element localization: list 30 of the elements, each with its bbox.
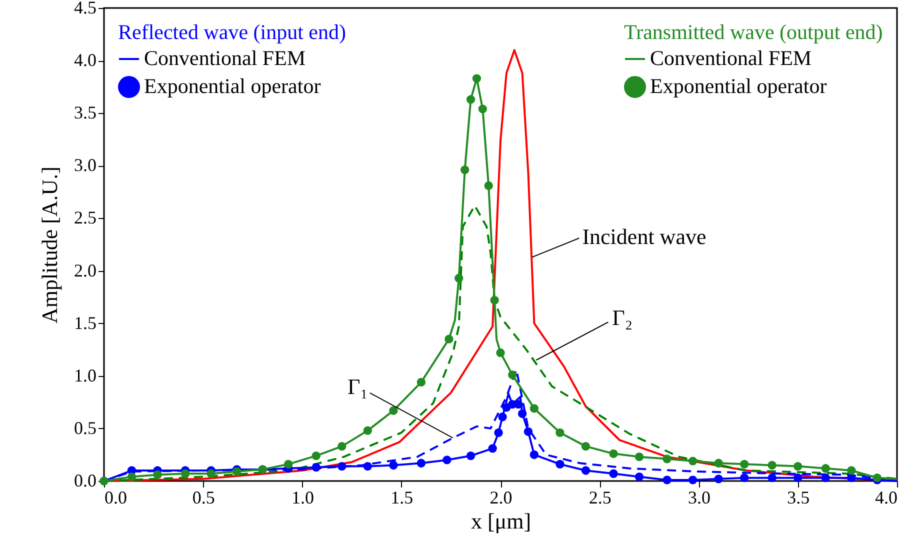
x-tick-label: 1.0 (292, 488, 314, 508)
y-tick-label: 1.5 (74, 312, 96, 333)
text: Reflected wave (input end) (118, 20, 346, 44)
x-tick-label: 2.0 (490, 488, 512, 508)
y-tick-label: 4.5 (74, 0, 96, 18)
x-tick-label: 3.0 (688, 488, 710, 508)
legend-label: Exponential operator (650, 74, 827, 98)
y-tick-label: 3.5 (74, 102, 96, 123)
y-tick-label: 2.0 (74, 260, 96, 280)
legend-label: Conventional FEM (650, 46, 812, 70)
y-tick-label: 1.0 (74, 365, 96, 386)
y-tick-label: 3.0 (74, 155, 96, 176)
x-tick-label: 0.5 (192, 488, 215, 508)
y-tick-label: 0.0 (74, 470, 96, 490)
legend-label: Exponential operator (144, 74, 321, 98)
x-tick-label: 3.5 (787, 488, 810, 508)
annotation: Incident wave (582, 224, 706, 250)
x-tick-label: 2.5 (588, 488, 612, 508)
text: Transmitted wave (output end) (624, 20, 883, 44)
x-tick-label: 0.0 (104, 488, 127, 508)
x-tick-label: 4.0 (875, 488, 898, 508)
y-tick-label: 2.5 (74, 208, 96, 228)
annotation: Γ₂ (612, 305, 633, 330)
annotation: Γ₁ (348, 374, 368, 399)
y-tick-label: 4.0 (74, 50, 96, 70)
x-axis-title: x [μm] (470, 508, 532, 534)
y-tick-label: 0.5 (74, 418, 96, 438)
x-tick-label: 1.5 (390, 488, 414, 508)
legend-label: Conventional FEM (144, 46, 306, 70)
y-axis-title: Amplitude [A.U.] (37, 166, 62, 324)
